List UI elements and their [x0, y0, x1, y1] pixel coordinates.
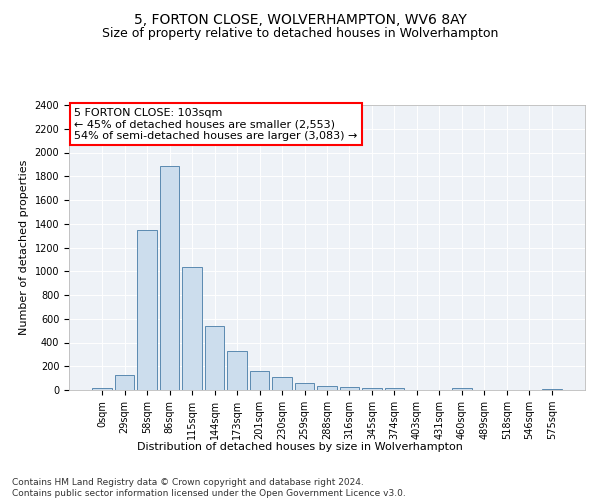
Text: Size of property relative to detached houses in Wolverhampton: Size of property relative to detached ho… [102, 28, 498, 40]
Bar [115, 374, 134, 390]
Y-axis label: Number of detached properties: Number of detached properties [19, 160, 29, 335]
Text: Distribution of detached houses by size in Wolverhampton: Distribution of detached houses by size … [137, 442, 463, 452]
Bar [92, 388, 112, 390]
Text: 5, FORTON CLOSE, WOLVERHAMPTON, WV6 8AY: 5, FORTON CLOSE, WOLVERHAMPTON, WV6 8AY [134, 12, 466, 26]
Bar [362, 388, 382, 390]
Bar [340, 386, 359, 390]
Bar [137, 230, 157, 390]
Bar [250, 371, 269, 390]
Bar [452, 388, 472, 390]
Bar [272, 377, 292, 390]
Bar [542, 388, 562, 390]
Bar [317, 386, 337, 390]
Bar [385, 388, 404, 390]
Bar [227, 351, 247, 390]
Bar [182, 266, 202, 390]
Bar [295, 384, 314, 390]
Bar [205, 326, 224, 390]
Bar [160, 166, 179, 390]
Text: 5 FORTON CLOSE: 103sqm
← 45% of detached houses are smaller (2,553)
54% of semi-: 5 FORTON CLOSE: 103sqm ← 45% of detached… [74, 108, 358, 141]
Text: Contains HM Land Registry data © Crown copyright and database right 2024.
Contai: Contains HM Land Registry data © Crown c… [12, 478, 406, 498]
